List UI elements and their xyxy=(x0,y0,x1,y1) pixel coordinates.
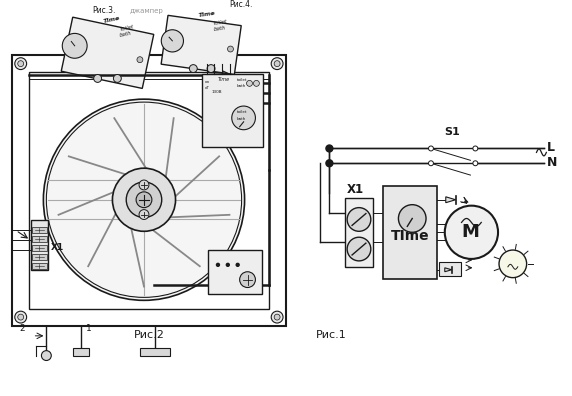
Text: M: M xyxy=(462,223,479,241)
Circle shape xyxy=(227,263,229,267)
Circle shape xyxy=(274,314,280,320)
Circle shape xyxy=(499,250,527,278)
Bar xyxy=(12,55,286,326)
Circle shape xyxy=(126,182,162,217)
Text: on: on xyxy=(205,80,210,84)
Text: Time: Time xyxy=(102,16,120,24)
Polygon shape xyxy=(446,197,456,203)
Text: bath: bath xyxy=(213,25,226,32)
Text: X1: X1 xyxy=(347,183,364,196)
Text: Рис.2: Рис.2 xyxy=(133,330,164,340)
Text: Time: Time xyxy=(198,11,216,18)
Circle shape xyxy=(274,61,280,67)
Circle shape xyxy=(253,80,259,86)
Bar xyxy=(29,72,269,309)
Circle shape xyxy=(271,58,283,70)
Circle shape xyxy=(207,65,215,72)
Bar xyxy=(345,198,373,267)
Circle shape xyxy=(62,33,87,58)
Text: bath: bath xyxy=(120,30,133,38)
Bar xyxy=(202,74,263,147)
Circle shape xyxy=(136,192,152,208)
Circle shape xyxy=(473,161,478,166)
Circle shape xyxy=(232,106,256,130)
Text: toilet: toilet xyxy=(120,24,134,32)
Bar xyxy=(439,262,460,276)
Circle shape xyxy=(247,80,252,86)
Circle shape xyxy=(347,237,371,261)
Circle shape xyxy=(113,74,121,82)
Circle shape xyxy=(15,58,27,70)
Bar xyxy=(73,348,89,356)
Circle shape xyxy=(18,61,23,67)
Text: 130B: 130B xyxy=(212,90,223,94)
Text: Рис.1: Рис.1 xyxy=(316,330,346,340)
Circle shape xyxy=(139,180,149,190)
Circle shape xyxy=(216,263,220,267)
Bar xyxy=(30,221,48,270)
Circle shape xyxy=(347,208,371,231)
Text: toilet: toilet xyxy=(237,110,247,114)
Bar xyxy=(383,186,437,279)
Circle shape xyxy=(236,263,239,267)
Bar xyxy=(31,245,47,251)
Circle shape xyxy=(41,350,51,360)
Text: bath: bath xyxy=(237,117,246,121)
Circle shape xyxy=(240,272,256,287)
Circle shape xyxy=(428,161,434,166)
Circle shape xyxy=(18,314,23,320)
Text: TIme: TIme xyxy=(391,229,429,243)
Circle shape xyxy=(428,146,434,151)
Text: S1: S1 xyxy=(444,127,459,137)
Text: bath: bath xyxy=(237,84,246,88)
Circle shape xyxy=(113,168,176,231)
Text: L: L xyxy=(547,141,555,154)
Circle shape xyxy=(399,205,426,232)
Text: 2: 2 xyxy=(19,324,25,333)
Text: джампер: джампер xyxy=(129,8,163,14)
Circle shape xyxy=(445,206,498,259)
Circle shape xyxy=(94,74,102,82)
Text: 1: 1 xyxy=(86,324,92,333)
Circle shape xyxy=(271,311,283,323)
Text: toilet: toilet xyxy=(213,19,228,26)
Text: toilet: toilet xyxy=(237,78,247,82)
Text: X1: X1 xyxy=(51,243,65,252)
Polygon shape xyxy=(161,15,241,74)
Circle shape xyxy=(15,311,27,323)
Text: N: N xyxy=(547,156,558,169)
Circle shape xyxy=(189,65,197,72)
Text: Рис.3.: Рис.3. xyxy=(93,6,116,15)
Bar xyxy=(31,236,47,242)
Text: Time: Time xyxy=(218,77,230,82)
Text: Рис.4.: Рис.4. xyxy=(229,0,252,10)
Polygon shape xyxy=(61,17,154,88)
Text: oT: oT xyxy=(205,86,210,90)
Circle shape xyxy=(326,160,333,167)
Polygon shape xyxy=(445,268,452,272)
Circle shape xyxy=(228,46,233,52)
Bar xyxy=(31,254,47,260)
Bar xyxy=(140,348,170,356)
Bar xyxy=(31,263,47,269)
Circle shape xyxy=(139,209,149,219)
Circle shape xyxy=(161,30,184,52)
Circle shape xyxy=(137,57,143,63)
Circle shape xyxy=(326,145,333,152)
Circle shape xyxy=(43,99,245,300)
Circle shape xyxy=(473,146,478,151)
Bar xyxy=(208,250,263,294)
Bar xyxy=(31,227,47,233)
